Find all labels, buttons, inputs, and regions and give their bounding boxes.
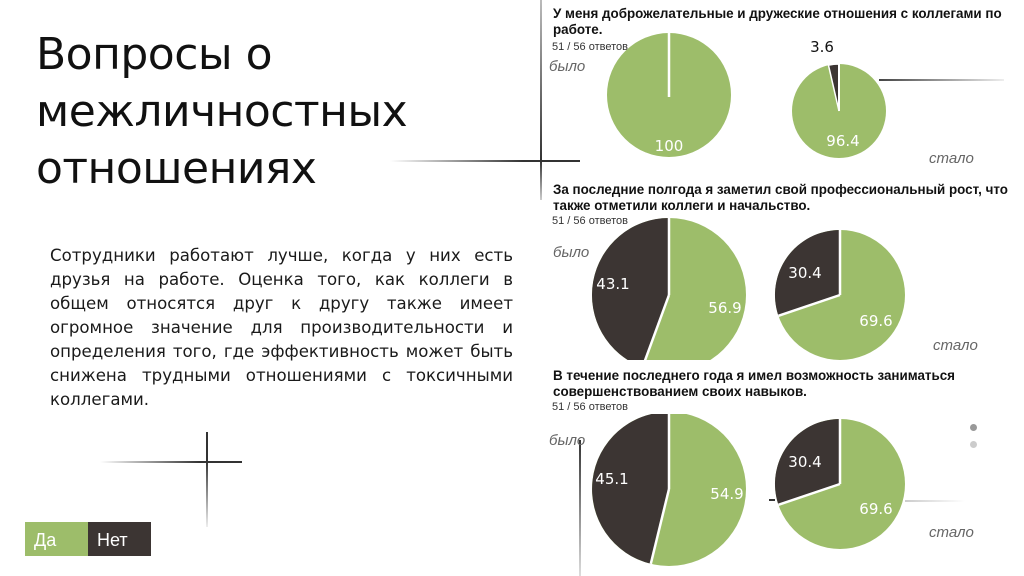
legend-yes: Да <box>25 522 88 556</box>
question-1-responses: 51 / 56 ответов <box>552 41 628 53</box>
decor-vertical-line-bottom <box>579 440 581 576</box>
pie-q2-before-no-value: 43.1 <box>596 275 629 293</box>
pie-q1-before: 100 <box>607 33 731 157</box>
decor-dot-dark <box>970 424 977 431</box>
pie-q1-before-yes-value: 100 <box>655 137 684 155</box>
question-3-after-label: стало <box>929 524 974 541</box>
pie-q2-after-yes-value: 69.6 <box>859 312 892 330</box>
decor-dot-light <box>970 441 977 448</box>
pie-q2-before-yes-value: 56.9 <box>708 299 741 317</box>
title-line-2: межличностных <box>36 86 408 137</box>
decor-vertical-line-left <box>206 432 208 527</box>
pie-q3-after-yes-value: 69.6 <box>859 500 892 518</box>
legend-no: Нет <box>88 522 151 556</box>
pie-q1-after-yes-value: 96.4 <box>826 132 859 150</box>
question-2-responses: 51 / 56 ответов <box>552 215 628 227</box>
title-line-1: Вопросы о <box>36 29 273 80</box>
question-2-after-label: стало <box>933 337 978 354</box>
decor-horizontal-line-top <box>390 160 580 162</box>
pie-q3-after: 30.4 69.6 <box>774 419 905 549</box>
title-line-3: отношениях <box>36 143 317 194</box>
pie-q3-before-no-value: 45.1 <box>595 470 628 488</box>
pie-q1-after-no-value: 3.6 <box>810 38 834 56</box>
decor-horizontal-line-right-top <box>879 79 1004 81</box>
pie-q2-after: 30.4 69.6 <box>774 230 905 360</box>
question-1-before-label: было <box>549 58 586 75</box>
question-2-before-label: было <box>553 244 590 261</box>
decor-vertical-line-top <box>540 0 542 200</box>
slide-body-text: Сотрудники работают лучше, когда у них е… <box>50 246 513 409</box>
question-2-title: За последние полгода я заметил свой проф… <box>553 182 1008 213</box>
question-3-before-label: было <box>549 432 586 449</box>
legend: Да Нет <box>25 522 151 556</box>
pie-q2-before <box>591 218 746 360</box>
pie-q3-before-yes-value: 54.9 <box>710 485 743 503</box>
question-1-after-label: стало <box>929 150 974 167</box>
decor-dash <box>769 499 775 501</box>
pie-q3-after-no-value: 30.4 <box>788 453 821 471</box>
decor-horizontal-line-left <box>100 461 242 463</box>
question-3-responses: 51 / 56 ответов <box>552 401 628 413</box>
pie-q1-after: 96.4 3.6 <box>792 38 886 158</box>
question-3-title: В течение последнего года я имел возможн… <box>553 368 955 399</box>
pie-q3-before <box>592 414 746 566</box>
pie-q2-after-no-value: 30.4 <box>788 264 821 282</box>
question-1-title: У меня доброжелательные и дружеские отно… <box>553 6 1002 37</box>
decor-horizontal-line-right-bottom <box>905 500 965 502</box>
slide-title: Вопросы о межличностных отношениях <box>36 26 516 197</box>
